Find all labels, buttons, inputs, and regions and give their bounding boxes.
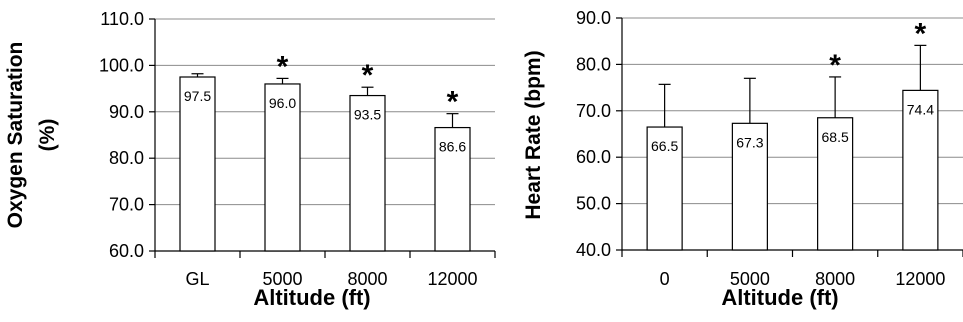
bar [349,94,386,252]
y-tick-label: 100.0 [99,55,144,75]
y-tick-label: 40.0 [576,240,611,260]
data-label: 86.6 [439,139,466,155]
y-tick-label: 80.0 [576,54,611,74]
data-label: 97.5 [184,88,211,104]
significance-marker: * [829,49,841,82]
bar [264,83,301,252]
x-tick-label: 12000 [895,269,945,289]
y-axis-label: (%) [36,119,59,152]
y-axis-label: Heart Rate (bpm) [522,50,545,219]
data-label: 93.5 [354,107,381,123]
bar [434,126,471,252]
bar [902,89,939,251]
y-tick-label: 90.0 [576,8,611,28]
data-label: 74.4 [907,101,934,117]
y-tick-label: 90.0 [109,102,144,122]
data-label: 66.5 [651,138,678,154]
bar [179,76,216,252]
x-tick-label: 8000 [815,269,855,289]
chart-2: 40.0 50.0 60.0 70.0 80.0 90.0 66.5 0 67.3 5000 68.… [522,8,963,310]
bar [817,117,854,251]
y-tick-label: 70.0 [109,195,144,215]
chart-1: 60.0 70.0 80.0 90.0 100.0 110.0 97.5 GL 96.0 5000… [4,9,496,310]
significance-marker: * [447,86,459,119]
x-tick-label: 12000 [427,269,477,289]
x-tick-label: GL [185,269,209,289]
bar [646,126,683,251]
x-tick-label: 5000 [730,269,770,289]
y-tick-label: 60.0 [576,147,611,167]
data-label: 67.3 [736,134,763,150]
y-tick-label: 70.0 [576,101,611,121]
significance-marker: * [362,59,374,92]
data-label: 96.0 [269,95,296,111]
x-axis-label: Altitude (ft) [253,285,370,310]
data-label: 68.5 [822,129,849,145]
x-tick-label: 0 [660,269,670,289]
y-tick-label: 80.0 [109,148,144,168]
y-tick-label: 60.0 [109,241,144,261]
significance-marker: * [915,17,927,50]
x-axis-label: Altitude (ft) [721,285,838,310]
y-axis-label: Oxygen Saturation [4,42,27,229]
significance-marker: * [277,50,289,83]
bar [731,122,768,251]
y-tick-label: 110.0 [100,9,144,29]
y-tick-label: 50.0 [576,194,611,214]
x-tick-label: 8000 [347,269,387,289]
x-tick-label: 5000 [262,269,302,289]
